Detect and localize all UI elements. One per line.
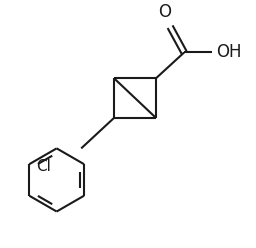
Text: O: O [158,3,171,21]
Text: Cl: Cl [36,159,51,174]
Text: OH: OH [216,43,241,62]
